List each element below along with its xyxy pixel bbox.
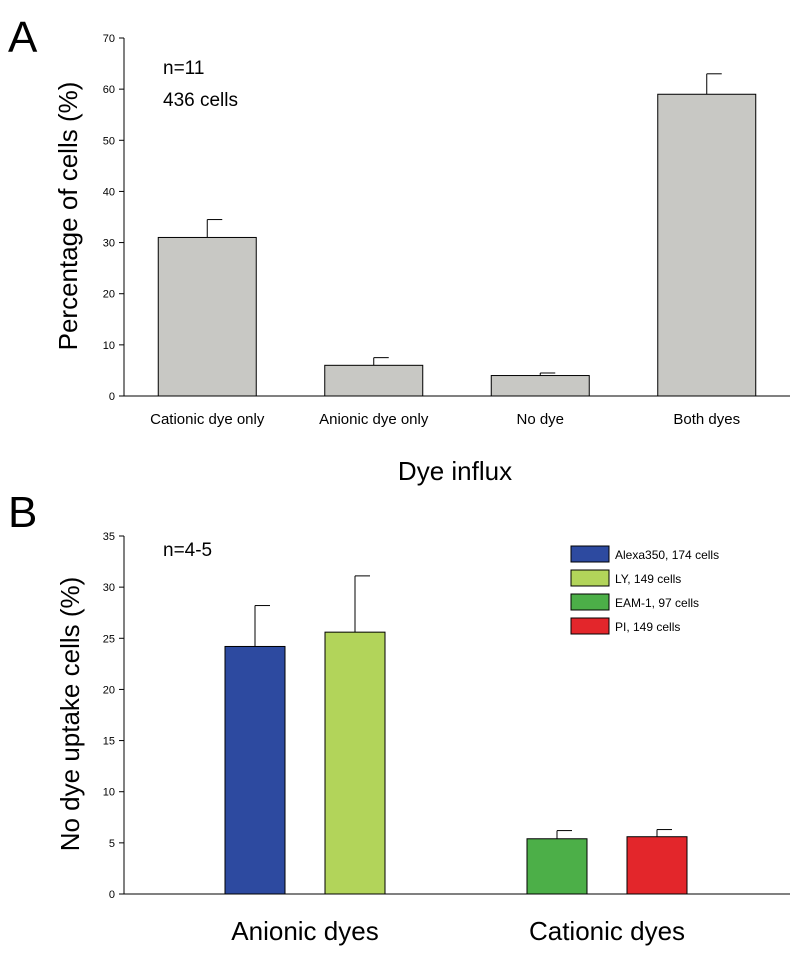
panel-a-category-label: Anionic dye only [319, 411, 429, 428]
panel-a-y-tick-label: 30 [103, 238, 115, 250]
panel-b-legend-label: PI, 149 cells [615, 620, 680, 634]
panel-a-y-tick-label: 60 [103, 84, 115, 96]
panel-a-y-tick-label: 20 [103, 289, 115, 301]
panel-a-bar [157, 236, 257, 397]
panel-b-bar [324, 631, 386, 895]
panel-b-y-tick-label: 10 [103, 787, 115, 799]
panel-b-y-tick-label: 15 [103, 736, 115, 748]
panel-a-category-label: Both dyes [673, 411, 740, 428]
panel-b-letter: B [8, 488, 37, 537]
panel-b-legend-label: Alexa350, 174 cells [615, 548, 719, 562]
panel-b-legend-swatch [570, 617, 610, 635]
panel-a-y-tick-label: 10 [103, 340, 115, 352]
panel-b-bar [526, 838, 588, 895]
panel-b-plot-area: 0 5 10 15 20 25 30 35 Anionic dyes Cationic dyes [103, 531, 790, 946]
panel-a-plot-area: 0 10 20 30 40 50 60 70 Cationic dye only Anionic … [103, 33, 790, 428]
panel-b-y-axis-title: No dye uptake cells (%) [55, 577, 85, 852]
panel-b: B No dye uptake cells (%) n=4-5 0 5 10 15 20… [8, 488, 790, 946]
panel-b-n-annotation: n=4-5 [163, 540, 212, 561]
panel-a-bar [324, 364, 424, 397]
panel-a-category-label: No dye [516, 411, 564, 428]
panel-a-bar [490, 375, 590, 397]
panel-b-legend-swatch [570, 569, 610, 587]
panel-b-y-tick-label: 30 [103, 582, 115, 594]
panel-b-y-tick-label: 25 [103, 633, 115, 645]
panel-a-bar [657, 93, 757, 397]
panel-a-n-annotation: n=11 [163, 58, 204, 79]
panel-b-legend-label: LY, 149 cells [615, 572, 681, 586]
panel-a-y-tick-label: 50 [103, 135, 115, 147]
panel-b-y-tick-label: 20 [103, 684, 115, 696]
panel-a: A Percentage of cells (%) Dye influx n=1… [8, 13, 790, 486]
panel-b-y-tick-label: 0 [109, 889, 115, 901]
panel-b-legend-swatch [570, 593, 610, 611]
panel-a-y-tick-label: 70 [103, 33, 115, 45]
panel-b-y-tick-label: 5 [109, 838, 115, 850]
panel-b-bar [224, 645, 286, 895]
panel-b-legend-label: EAM-1, 97 cells [615, 596, 699, 610]
panel-a-y-tick-label: 40 [103, 186, 115, 198]
panel-a-cells-annotation: 436 cells [163, 90, 238, 111]
panel-b-group-label: Cationic dyes [529, 916, 685, 946]
panel-a-category-label: Cationic dye only [150, 411, 265, 428]
panel-a-y-axis-title: Percentage of cells (%) [53, 82, 83, 351]
panel-a-letter: A [8, 13, 38, 62]
panel-b-group-label: Anionic dyes [231, 916, 378, 946]
panel-b-legend: Alexa350, 174 cells LY, 149 cells EAM-1, 9… [570, 545, 719, 635]
panel-b-legend-swatch [570, 545, 610, 563]
panel-a-x-axis-title: Dye influx [398, 456, 512, 486]
panel-a-y-tick-label: 0 [109, 391, 115, 403]
panel-b-y-tick-label: 35 [103, 531, 115, 543]
panel-b-bar [626, 836, 688, 895]
